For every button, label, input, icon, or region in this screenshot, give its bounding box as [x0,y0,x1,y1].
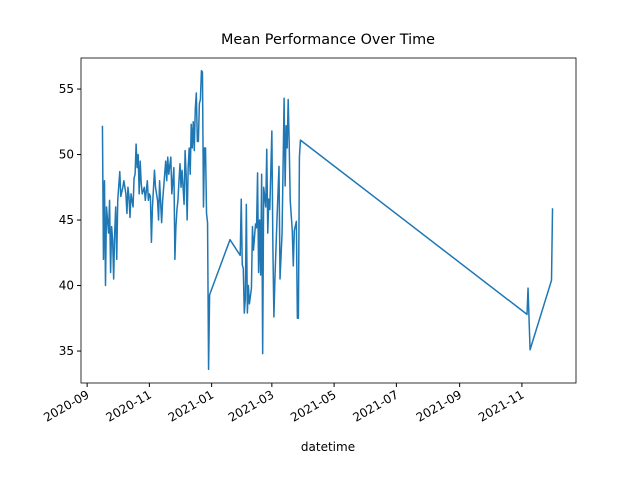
x-tick-label: 2020-11 [103,387,153,424]
line [101,69,554,371]
x-axis-label: datetime [301,440,355,454]
x-tick-label: 2020-09 [41,387,91,424]
y-tick-label: 35 [59,344,74,358]
y-tick-label: 50 [59,148,74,162]
plot-frame [80,57,577,384]
x-tick-label: 2021-05 [288,387,338,424]
y-tick-label: 40 [59,279,74,293]
x-tick-label: 2021-03 [226,387,276,424]
y-tick-label: 45 [59,213,74,227]
x-tick-label: 2021-09 [414,387,464,424]
x-tick-label: 2021-01 [166,387,216,424]
x-tick-label: 2021-11 [476,387,526,424]
y-tick-label: 55 [59,82,74,96]
x-tick-label: 2021-07 [350,387,400,424]
chart-title: Mean Performance Over Time [221,32,435,48]
